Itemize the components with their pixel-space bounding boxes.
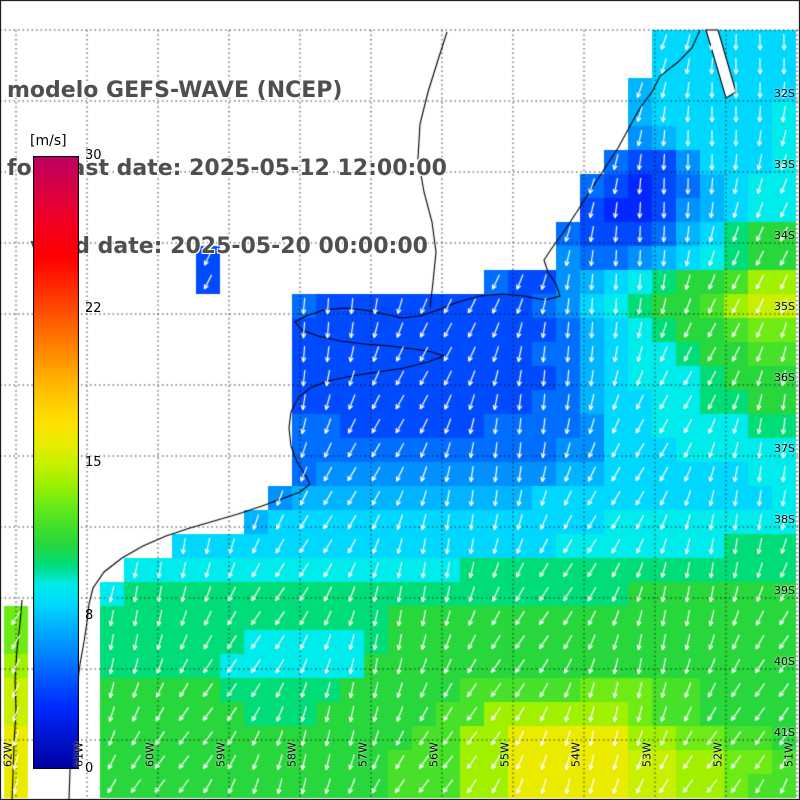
lon-tick-label: 61W xyxy=(72,742,86,767)
lat-tick-label: 39S xyxy=(774,584,795,597)
lon-tick-label: 62W xyxy=(1,742,15,767)
lon-tick-label: 55W xyxy=(498,742,512,767)
colorbar-tick-label: 22 xyxy=(85,301,102,317)
lon-tick-label: 59W xyxy=(214,742,228,767)
lon-tick-label: 58W xyxy=(285,742,299,767)
lat-tick-label: 33S xyxy=(774,158,795,171)
lat-tick-label: 35S xyxy=(774,300,795,313)
lon-tick-label: 57W xyxy=(356,742,370,767)
colorbar xyxy=(33,156,79,769)
lat-tick-label: 34S xyxy=(774,229,795,242)
colorbar-tick-label: 0 xyxy=(85,761,94,776)
lat-tick-label: 40S xyxy=(774,655,795,668)
lon-tick-label: 51W xyxy=(782,742,796,767)
colorbar-tick-label: 15 xyxy=(85,454,102,470)
lat-tick-label: 37S xyxy=(774,442,795,455)
lat-tick-label: 32S xyxy=(774,87,795,100)
lon-tick-label: 53W xyxy=(640,742,654,767)
lat-tick-label: 36S xyxy=(774,371,795,384)
colorbar-tick-label: 8 xyxy=(85,607,94,623)
colorbar-tick-label: 30 xyxy=(85,148,102,163)
lon-tick-label: 52W xyxy=(711,742,725,767)
colorbar-unit-label: [m/s] xyxy=(30,133,67,149)
lon-tick-label: 56W xyxy=(427,742,441,767)
lat-tick-label: 38S xyxy=(774,513,795,526)
lon-tick-label: 60W xyxy=(143,742,157,767)
lat-tick-label: 41S xyxy=(774,726,795,739)
lon-tick-label: 54W xyxy=(569,742,583,767)
